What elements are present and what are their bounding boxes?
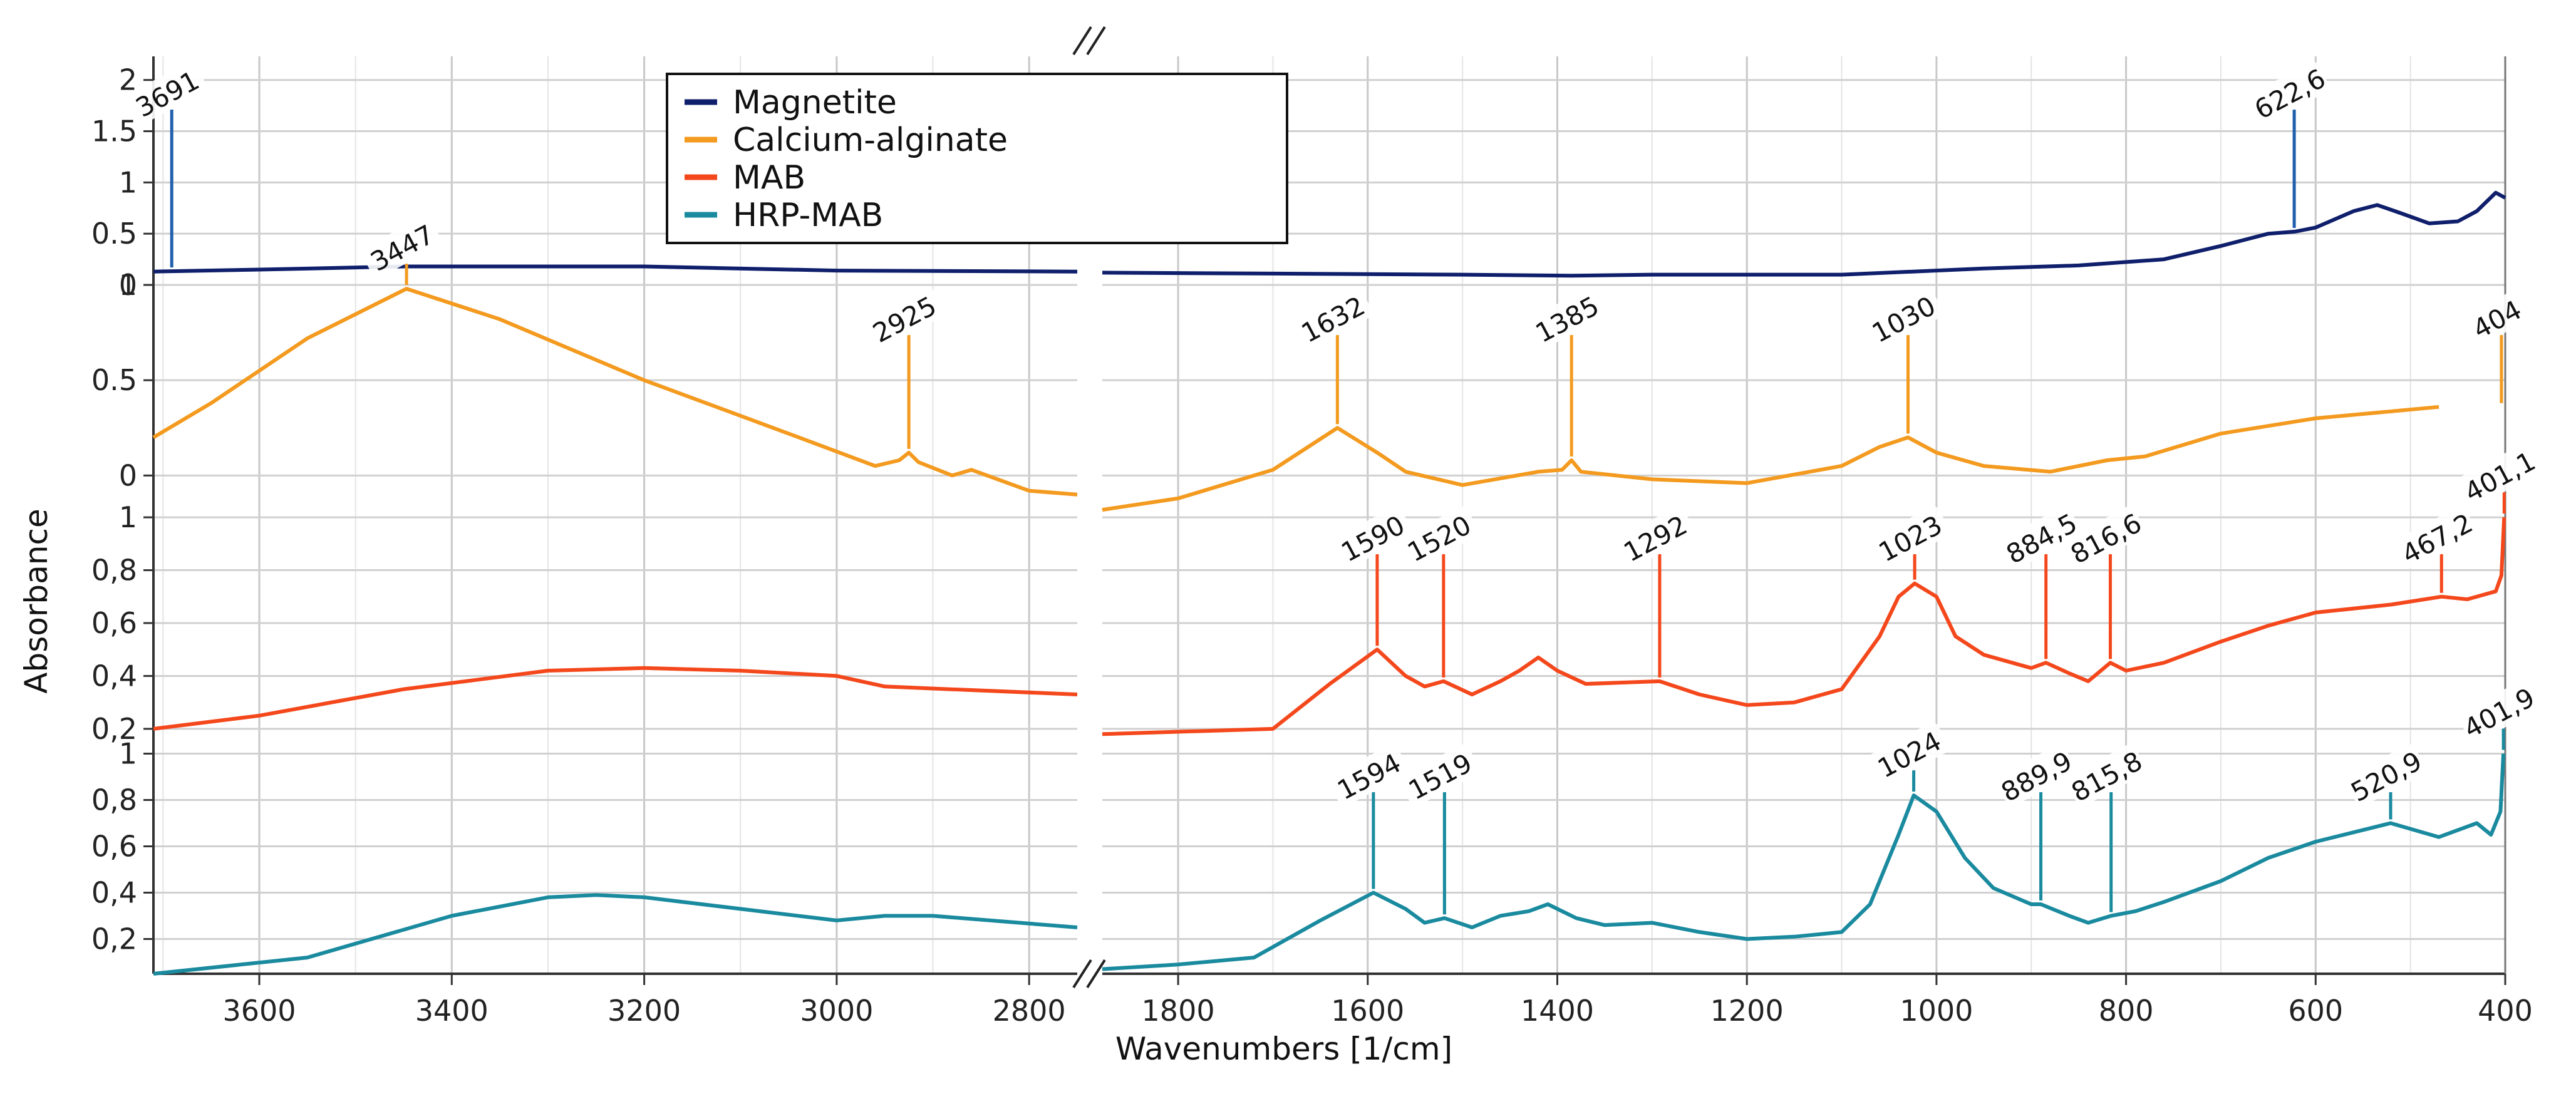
peak-label-bg xyxy=(1615,506,1695,569)
y-tick-label: 1 xyxy=(119,737,137,771)
peak-label-bg xyxy=(2458,681,2539,743)
x-tick-label: 1800 xyxy=(1142,994,1215,1028)
peak-label-bg xyxy=(1868,722,1949,785)
x-tick-label: 2800 xyxy=(993,994,1066,1028)
x-tick-label: 600 xyxy=(2288,994,2343,1028)
x-tick-label: 1600 xyxy=(1331,994,1404,1028)
y-tick-label: 0,2 xyxy=(91,712,137,746)
legend-box xyxy=(666,73,1288,244)
y-tick-label: 1 xyxy=(119,500,137,534)
x-tick-label: 3400 xyxy=(415,994,489,1028)
y-tick-label: 0,8 xyxy=(91,554,137,587)
series-calcium-alginate-line xyxy=(1102,405,2439,512)
peak-label-bg xyxy=(1863,287,1943,349)
axis-break-mark xyxy=(1072,26,1092,56)
peak-label-bg xyxy=(2456,287,2537,349)
peak-label-bg xyxy=(2000,506,2081,569)
y-tick-label: 1.5 xyxy=(91,115,137,148)
x-tick-label: 800 xyxy=(2099,994,2154,1028)
x-tick-label: 1200 xyxy=(1710,994,1784,1028)
peak-label-bg xyxy=(1399,744,1480,807)
series-hrp-mab-line xyxy=(1102,753,2506,971)
legend-label: HRP-MAB xyxy=(733,197,883,234)
y-tick-label: 0,4 xyxy=(91,659,137,693)
peak-label-bg xyxy=(2396,506,2477,569)
y-tick-label: 0,6 xyxy=(91,606,137,640)
peak-label-bg xyxy=(1332,506,1412,569)
y-tick-label: 1 xyxy=(119,165,137,199)
peak-label-bg xyxy=(864,287,944,349)
x-tick-label: 400 xyxy=(2478,994,2533,1028)
y-tick-label: 0 xyxy=(119,268,137,302)
peak-label-bg xyxy=(1870,506,1950,569)
axis-break-mark xyxy=(1072,959,1092,989)
peak-label-bg xyxy=(361,215,442,278)
peak-label-bg xyxy=(1328,744,1409,807)
x-tick-label: 3000 xyxy=(800,994,873,1028)
y-axis-title: Absorbance xyxy=(18,508,54,693)
peak-label-bg xyxy=(1995,744,2076,807)
peak-label-bg xyxy=(1292,287,1373,349)
series-magnetite-line xyxy=(153,264,1078,274)
peak-label-bg xyxy=(127,61,207,124)
x-tick-label: 3200 xyxy=(608,994,681,1028)
x-tick-label: 3600 xyxy=(222,994,296,1028)
peak-label-bg xyxy=(2459,444,2540,507)
axis-break-mark xyxy=(1086,26,1106,56)
series-mab-line xyxy=(153,666,1078,731)
y-tick-label: 0.5 xyxy=(91,363,137,397)
peak-label-bg xyxy=(1526,287,1607,349)
peak-label-bg xyxy=(1398,506,1479,569)
y-tick-label: 0 xyxy=(119,458,137,492)
y-tick-label: 0,6 xyxy=(91,830,137,864)
peak-label-bg xyxy=(2249,61,2330,124)
y-tick-label: 0,4 xyxy=(91,876,137,910)
axis-break-mark xyxy=(1086,959,1106,989)
series-calcium-alginate-line xyxy=(152,287,1078,497)
series-mab-line xyxy=(1102,517,2506,736)
legend-label: Magnetite xyxy=(733,84,897,121)
y-tick-label: 0.5 xyxy=(91,217,137,250)
y-tick-label: 0,2 xyxy=(91,922,137,956)
series-hrp-mab-line xyxy=(153,893,1078,976)
peak-label-bg xyxy=(2065,506,2146,569)
y-tick-label: 0,8 xyxy=(91,783,137,817)
legend-label: MAB xyxy=(733,159,805,197)
y-tick-label: 1 xyxy=(119,268,137,302)
series-magnetite-line xyxy=(1102,190,2506,278)
peak-label-bg xyxy=(2066,744,2146,807)
x-tick-label: 1400 xyxy=(1521,994,1594,1028)
x-tick-label: 1000 xyxy=(1900,994,1973,1028)
legend-label: Calcium-alginate xyxy=(733,121,1008,159)
peak-label-bg xyxy=(2346,744,2426,807)
x-axis-title: Wavenumbers [1/cm] xyxy=(1115,1031,1452,1067)
